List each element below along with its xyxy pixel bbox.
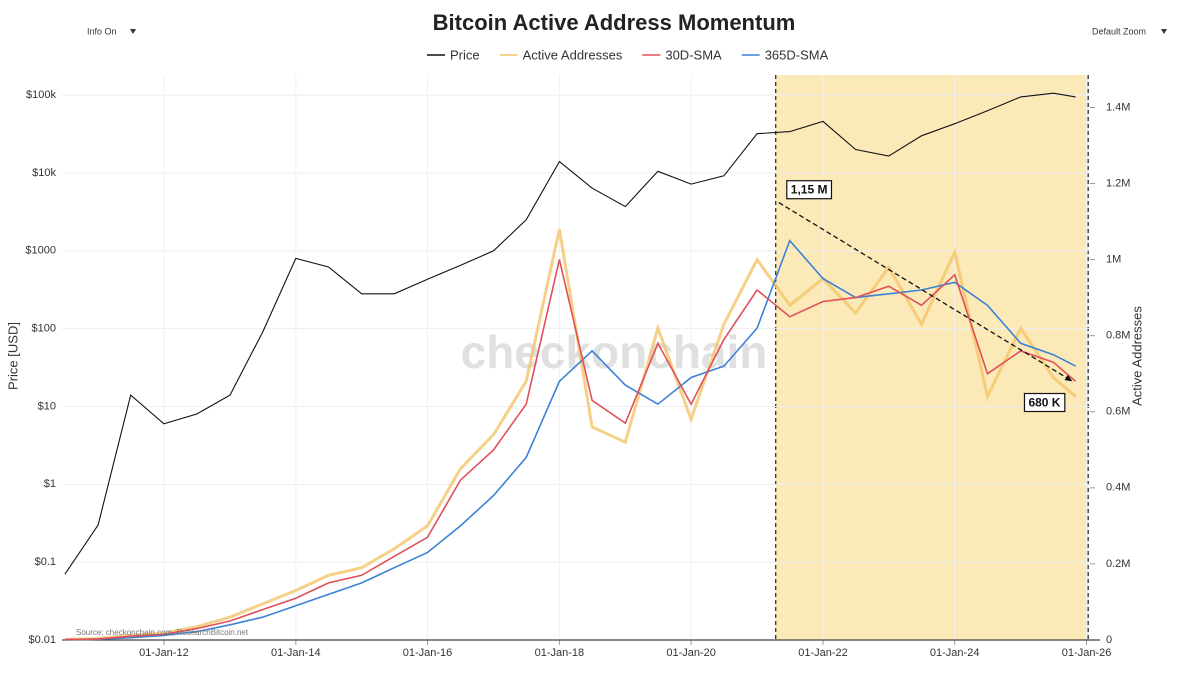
y2-tick-label: 0.8M <box>1106 330 1130 342</box>
y2-tick-label: 0.4M <box>1106 482 1130 494</box>
y-axis-title: Price [USD] <box>5 322 20 390</box>
source-note: Source: checkonchain.com, ResearchBitcoi… <box>76 628 249 637</box>
x-tick-label: 01-Jan-24 <box>930 647 980 659</box>
info-toggle[interactable] <box>80 22 142 42</box>
zoom-select-label[interactable]: Default Zoom <box>1092 26 1146 36</box>
highlight-region <box>775 75 1089 640</box>
series-line <box>64 92 1076 575</box>
trend-arrow <box>778 201 1073 382</box>
y-tick-label: $1000 <box>25 245 56 257</box>
y-tick-label: $0.1 <box>35 556 56 568</box>
y2-tick-label: 0.6M <box>1106 406 1130 418</box>
x-tick-label: 01-Jan-12 <box>139 647 189 659</box>
series-line <box>64 239 1076 641</box>
y2-axis-title: Active Addresses <box>1129 306 1144 406</box>
chart-title: Bitcoin Active Address Momentum <box>433 10 796 35</box>
series-line <box>64 259 1077 641</box>
y-tick-label: $10k <box>32 167 56 179</box>
y-tick-label: $100 <box>32 323 56 335</box>
y2-tick-label: 0 <box>1106 634 1112 646</box>
x-tick-label: 01-Jan-20 <box>666 647 716 659</box>
legend-label: Price <box>450 47 480 62</box>
y-tick-label: $100k <box>26 89 56 101</box>
x-tick-label: 01-Jan-16 <box>403 647 453 659</box>
x-tick-label: 01-Jan-22 <box>798 647 848 659</box>
legend-label: Active Addresses <box>523 47 623 62</box>
annotation-box <box>1023 392 1066 413</box>
y-tick-label: $10 <box>38 400 56 412</box>
x-tick-label: 01-Jan-14 <box>271 647 321 659</box>
legend-label: 30D-SMA <box>665 47 722 62</box>
info-toggle-label[interactable]: Info On <box>87 26 117 36</box>
y-tick-label: $0.01 <box>28 634 56 646</box>
dropdown-arrow[interactable] <box>130 29 136 34</box>
zoom-select[interactable] <box>1085 22 1173 42</box>
y-tick-label: $1 <box>44 478 56 490</box>
x-tick-label: 01-Jan-26 <box>1062 647 1112 659</box>
dropdown-arrow[interactable] <box>1161 29 1167 34</box>
y2-tick-label: 0.2M <box>1106 558 1130 570</box>
legend-label: 365D-SMA <box>765 47 829 62</box>
annotation-box <box>786 180 833 200</box>
y2-tick-label: 1.2M <box>1106 177 1130 189</box>
annotation-label: 680 K <box>1028 396 1060 410</box>
annotation-label: 1,15 M <box>791 183 828 197</box>
x-tick-label: 01-Jan-18 <box>535 647 585 659</box>
y2-tick-label: 1M <box>1106 254 1121 266</box>
y2-tick-label: 1.4M <box>1106 101 1130 113</box>
arrow-head <box>1064 374 1073 382</box>
